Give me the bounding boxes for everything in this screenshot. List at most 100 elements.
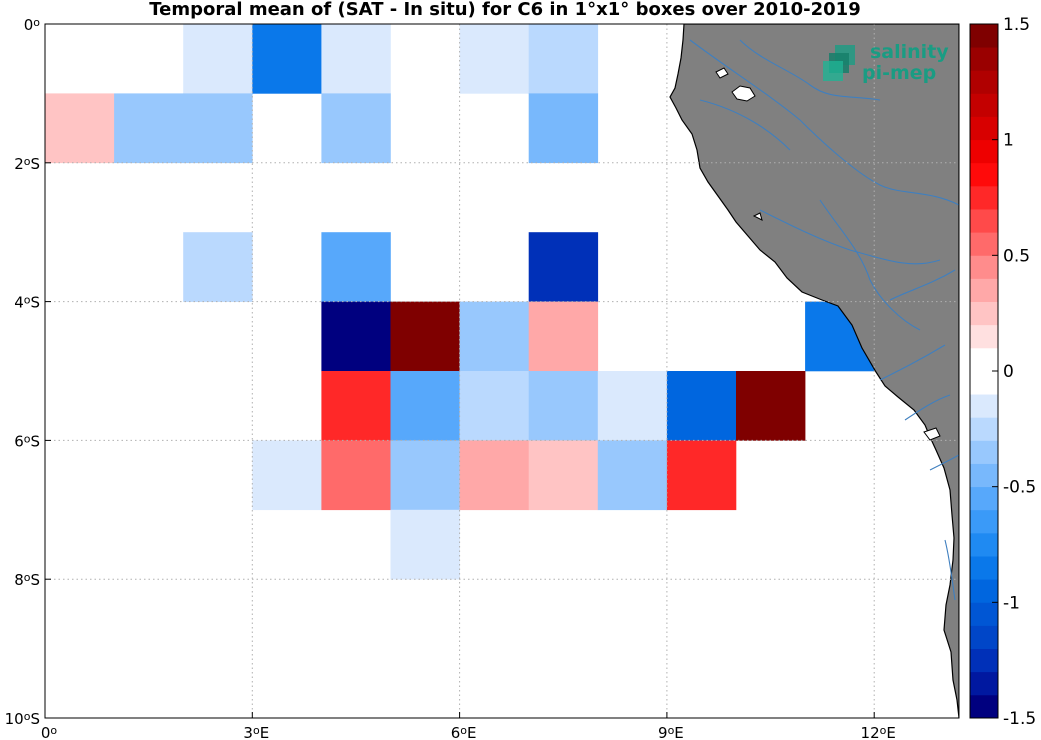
colorbar-level (970, 70, 998, 94)
longitude-tick-label: 3oE (243, 724, 269, 740)
heatmap-cell (183, 93, 253, 164)
longitude-tick-label: 0o (41, 724, 58, 740)
colorbar-level (970, 394, 998, 418)
colorbar-level (970, 232, 998, 256)
heatmap-cell (252, 440, 322, 511)
longitude-tick-label: 9oE (658, 724, 684, 740)
heatmap-cell (528, 371, 599, 441)
rivers (689, 39, 959, 601)
heatmap-cell (390, 301, 460, 372)
latitude-tick-label: 10oS (5, 710, 40, 728)
colorbar-level (970, 486, 998, 511)
heatmap-cell (321, 301, 391, 372)
heatmap-cell (321, 24, 391, 94)
colorbar-level (970, 671, 998, 696)
graticule (45, 24, 959, 718)
colorbar-level (970, 139, 998, 164)
lake-shape (752, 212, 763, 221)
latitude-labels: 0o 2oS 4oS 6oS 8oS 10oS (5, 16, 41, 728)
logo-line-1: salinity (870, 41, 949, 63)
heatmap-cell (459, 24, 529, 94)
map-title: Temporal mean of (SAT - In situ) for C6 … (149, 0, 861, 20)
latitude-tick-label: 2oS (14, 154, 40, 172)
heatmap-cell (459, 371, 529, 441)
heatmap-cell (321, 232, 391, 302)
colorbar-level (970, 463, 998, 488)
heatmap-cell (666, 440, 737, 511)
africa-coastline (669, 24, 959, 718)
colorbar-tick-label: 1 (1003, 131, 1014, 151)
colorbar-level (970, 371, 998, 395)
latitude-tick-label: 4oS (14, 293, 40, 311)
heatmap-cell (666, 371, 737, 441)
colorbar-level (970, 440, 998, 464)
colorbar-level (970, 509, 998, 534)
heatmap-cell (321, 371, 391, 441)
heatmap-cell (528, 93, 599, 164)
colorbar-level (970, 417, 998, 441)
map-frame (44, 23, 960, 719)
colorbar-tick-label: -0.5 (1003, 478, 1036, 498)
logo-line-2: pi-mep (862, 62, 936, 84)
colorbar-tick-label: 0 (1003, 362, 1014, 382)
plot-area (45, 24, 959, 718)
colorbar-level (970, 556, 998, 580)
heatmap-cell (45, 93, 115, 164)
colorbar-level (970, 625, 998, 649)
colorbar-level (970, 324, 998, 349)
heatmap-cell (114, 93, 184, 164)
colorbar-tick-label: 0.5 (1003, 246, 1030, 266)
colorbar-level (970, 47, 998, 71)
heatmap-cell (390, 440, 460, 511)
heatmap-cell (528, 440, 599, 511)
heatmap-cell (528, 24, 599, 94)
colorbar-level (970, 93, 998, 117)
land-mass (669, 24, 959, 718)
longitude-tick-label: 12oE (861, 724, 896, 740)
heatmap-cell (597, 440, 668, 511)
colorbar-level (970, 301, 998, 326)
longitude-labels: 0o 3oE 6oE 9oE 12oE (41, 724, 896, 740)
colorbar-levels (970, 24, 998, 719)
colorbar-level (970, 278, 998, 302)
latitude-tick-label: 6oS (14, 432, 40, 450)
stacked-squares-logo-icon (823, 45, 855, 81)
colorbar-level (970, 185, 998, 210)
colorbar-level (970, 347, 998, 372)
colorbar-level (970, 694, 998, 719)
colorbar-tick-label: -1.5 (1003, 709, 1036, 729)
heatmap-cell (459, 301, 529, 372)
colorbar-level (970, 116, 998, 141)
heatmap-cell (528, 301, 599, 372)
longitude-tick-label: 6oE (451, 724, 477, 740)
heatmap-cell (183, 232, 253, 302)
heatmap-cell (321, 93, 391, 164)
latitude-tick-label: 0o (24, 16, 41, 34)
salinity-pi-mep-logo: salinity pi-mep (823, 41, 949, 84)
colorbar-tick-label: 1.5 (1003, 15, 1030, 35)
heatmap-cells (45, 24, 875, 580)
colorbar-level (970, 209, 998, 233)
heatmap-cell (183, 24, 253, 94)
heatmap-cell (321, 440, 391, 511)
colorbar-level (970, 579, 998, 603)
colorbar-ticks: 1.5 1 0.5 0 -0.5 -1 -1.5 (992, 15, 1036, 729)
colorbar-level (970, 532, 998, 557)
heatmap-cell (390, 509, 460, 580)
heatmap-cell (459, 440, 529, 511)
heatmap-cell (736, 371, 806, 441)
axis-tick-marks (44, 23, 875, 719)
lake-shape (731, 85, 756, 102)
heatmap-cell (252, 24, 322, 94)
lake-shape (715, 67, 729, 79)
colorbar: 1.5 1 0.5 0 -0.5 -1 -1.5 (969, 15, 1036, 729)
heatmap-cell (390, 371, 460, 441)
colorbar-level (970, 648, 998, 673)
colorbar-tick-label: -1 (1003, 593, 1020, 613)
colorbar-level (970, 255, 998, 279)
heatmap-cell (597, 371, 668, 441)
lake-shape (923, 427, 941, 441)
colorbar-level (970, 162, 998, 187)
colorbar-level (970, 602, 998, 626)
